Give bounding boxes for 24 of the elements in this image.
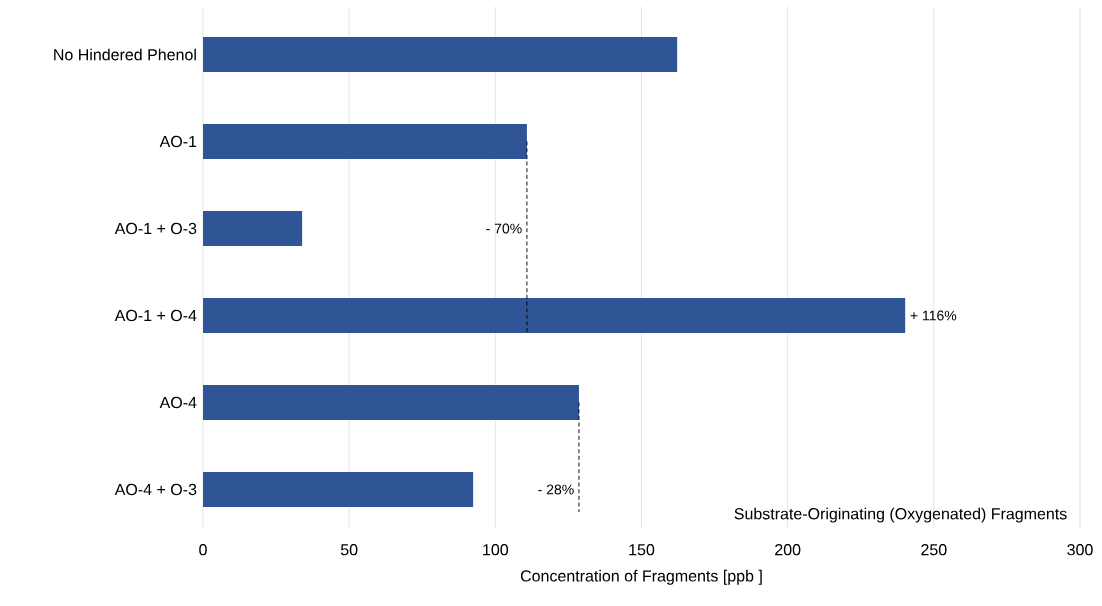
y-tick-label: AO-4 + O-3 bbox=[114, 483, 197, 496]
bar bbox=[203, 472, 474, 507]
annotation: + 116% bbox=[910, 310, 957, 321]
y-tick-label: No Hindered Phenol bbox=[54, 48, 196, 61]
x-tick-label: 50 bbox=[340, 544, 358, 556]
x-tick-label: 300 bbox=[1067, 544, 1093, 556]
x-tick-label: 0 bbox=[199, 544, 207, 556]
bar bbox=[203, 385, 579, 420]
x-tick-label: 100 bbox=[483, 544, 509, 556]
y-tick-label: AO-1 + O-3 bbox=[114, 222, 197, 235]
y-tick-label: AO-1 bbox=[159, 135, 197, 148]
x-tick-label: 200 bbox=[775, 544, 801, 556]
bar bbox=[203, 37, 678, 72]
x-tick-label: 150 bbox=[629, 544, 655, 556]
y-tick-label: AO-1 + O-4 bbox=[114, 309, 197, 322]
bar bbox=[203, 124, 527, 159]
annotation: - 28% bbox=[538, 484, 574, 495]
bar bbox=[203, 211, 303, 246]
x-tick-label: 250 bbox=[921, 544, 947, 556]
annotation: Substrate-Originating (Oxygenated) Fragments bbox=[734, 507, 1067, 523]
y-tick-label: AO-4 bbox=[159, 396, 197, 409]
x-axis-title: Concentration of Fragments [ppb ] bbox=[520, 569, 762, 585]
bar bbox=[203, 298, 906, 333]
annotation: - 70% bbox=[486, 223, 522, 234]
